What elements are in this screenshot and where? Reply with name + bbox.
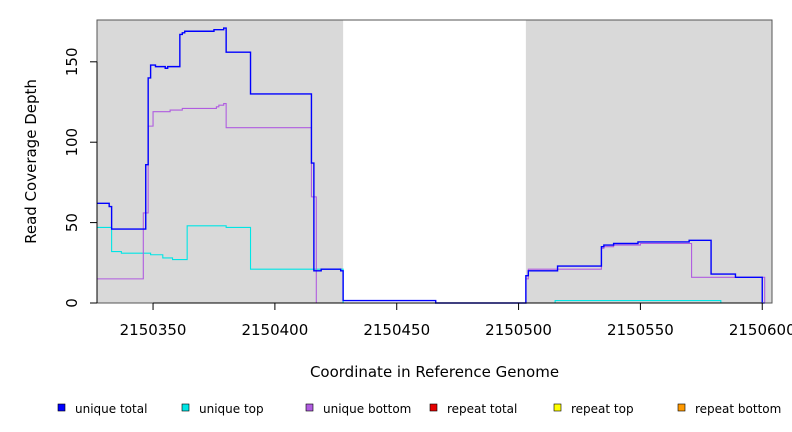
legend-swatch-repeat-total — [429, 403, 438, 412]
legend-swatch-unique-bottom — [305, 403, 314, 412]
legend-label-repeat-top: repeat top — [571, 402, 634, 416]
y-tick-label: 0 — [63, 298, 81, 308]
x-tick-label: 2150550 — [607, 321, 674, 339]
series-line-unique-top — [97, 225, 765, 304]
y-tick-label: 50 — [63, 213, 81, 232]
legend-label-unique-bottom: unique bottom — [323, 402, 411, 416]
legend-label-unique-total: unique total — [75, 402, 147, 416]
x-tick-label: 2150400 — [241, 321, 308, 339]
background-band-1 — [525, 20, 772, 303]
x-axis-title: Coordinate in Reference Genome — [310, 363, 559, 381]
y-axis-title: Read Coverage Depth — [22, 79, 40, 244]
legend-swatch-repeat-bottom — [677, 403, 686, 412]
x-tick-label: 2150600 — [729, 321, 792, 339]
x-tick-label: 2150350 — [120, 321, 187, 339]
legend-swatch-repeat-top — [553, 403, 562, 412]
background-band-0 — [97, 20, 344, 303]
series-line-unique-total — [97, 27, 765, 304]
legend: unique total unique top unique bottom repea… — [57, 402, 781, 416]
x-axis: 2150350 2150400 2150450 2150500 2150550 21506… — [120, 302, 792, 339]
background-bands — [97, 20, 772, 303]
legend-label-repeat-total: repeat total — [447, 402, 517, 416]
y-axis: 0 50 100 150 — [63, 47, 98, 308]
x-tick-label: 2150500 — [485, 321, 552, 339]
legend-label-repeat-bottom: repeat bottom — [695, 402, 781, 416]
legend-label-unique-top: unique top — [199, 402, 264, 416]
y-tick-label: 100 — [63, 128, 81, 157]
legend-swatch-unique-top — [181, 403, 190, 412]
x-tick-label: 2150450 — [363, 321, 430, 339]
legend-swatch-unique-total — [57, 403, 66, 412]
y-tick-label: 150 — [63, 47, 81, 76]
